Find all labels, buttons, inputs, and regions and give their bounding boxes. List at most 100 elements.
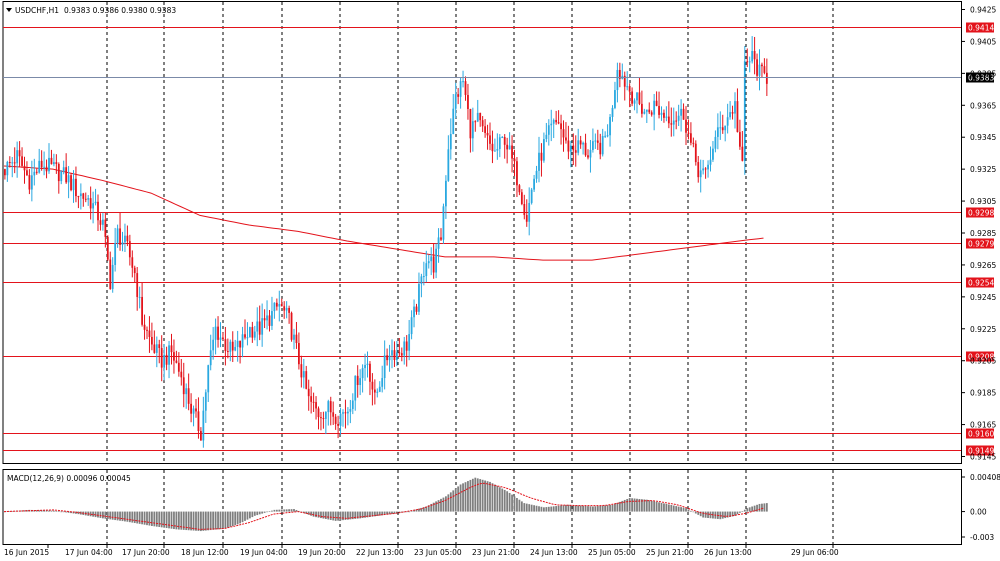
macd-bar	[763, 503, 766, 512]
candle-down	[405, 341, 408, 351]
macd-bar	[40, 510, 43, 512]
macd-bar	[312, 511, 315, 517]
macd-bar	[420, 507, 423, 512]
candle-down	[312, 401, 315, 403]
macd-signal-line	[3, 482, 764, 530]
macd-bar	[569, 504, 572, 512]
macd-bar	[606, 505, 609, 512]
macd-bar	[736, 511, 739, 515]
macd-bar	[43, 510, 45, 512]
price-tick-label: 0.9205	[970, 357, 996, 366]
candle-down	[685, 119, 687, 133]
macd-bar	[743, 509, 746, 512]
candle-up	[680, 108, 682, 116]
candle-down	[481, 120, 484, 127]
candle-up	[430, 256, 433, 262]
macd-bar	[648, 500, 651, 512]
candle-up	[420, 276, 423, 284]
macd-bar	[65, 511, 68, 513]
macd-bar	[707, 511, 709, 518]
macd-bar	[190, 511, 192, 531]
macd-bar	[283, 509, 286, 512]
candle-down	[65, 167, 68, 183]
macd-bar	[366, 511, 369, 518]
macd-bar	[739, 511, 741, 513]
macd-bar	[143, 511, 146, 525]
macd-bar	[690, 510, 692, 512]
macd-bar	[557, 505, 560, 512]
candle-down	[295, 334, 298, 344]
candle-up	[609, 116, 611, 136]
macd-bar	[765, 503, 768, 512]
candle-down	[491, 143, 494, 152]
candle-down	[572, 145, 575, 151]
candle-up	[60, 171, 63, 182]
macd-bar	[327, 511, 330, 520]
macd-bar	[518, 499, 521, 512]
candle-down	[224, 339, 227, 351]
candle-down	[694, 143, 697, 163]
macd-bar	[53, 510, 55, 512]
candle-up	[79, 193, 82, 197]
candle-up	[219, 337, 222, 340]
macd-bar	[408, 511, 411, 513]
candle-up	[378, 386, 381, 392]
macd-bar	[126, 511, 129, 522]
candle-down	[200, 431, 202, 441]
candle-down	[464, 81, 467, 95]
macd-bar	[464, 482, 467, 512]
macd-bar	[724, 511, 727, 519]
time-label: 29 Jun 06:00	[791, 548, 839, 557]
macd-bar	[155, 511, 158, 527]
candle-up	[633, 100, 636, 104]
header: USDCHF,H1 0.9383 0.9386 0.9380 0.9383 MA…	[6, 6, 176, 483]
macd-bar	[440, 498, 442, 512]
candle-up	[530, 189, 533, 203]
macd-bar	[660, 502, 663, 512]
macd-bar	[577, 505, 580, 512]
macd-bar	[349, 511, 352, 520]
time-label: 17 Jun 20:00	[122, 548, 170, 557]
candle-up	[391, 350, 393, 356]
candle-up	[672, 120, 675, 125]
macd-bar	[266, 511, 268, 513]
candle-up	[111, 264, 114, 289]
macd-bar	[582, 505, 584, 512]
candle-down	[55, 162, 58, 164]
macd-bar	[234, 511, 237, 526]
level-tag-label: 0.9160	[968, 430, 994, 439]
candle-up	[62, 167, 65, 172]
macd-tick-label: 0.00	[970, 508, 987, 517]
price-tick-label: 0.9345	[970, 133, 996, 142]
candle-down	[329, 401, 332, 413]
price-tick-label: 0.9245	[970, 293, 996, 302]
macd-bar	[275, 509, 278, 512]
candle-up	[601, 136, 604, 155]
candle-down	[721, 127, 724, 131]
candle-down	[131, 257, 134, 268]
macd-bar	[200, 511, 202, 532]
symbol-dropdown-icon[interactable]	[6, 8, 12, 12]
candle-up	[102, 219, 104, 225]
candle-down	[516, 161, 518, 186]
candle-down	[275, 302, 278, 307]
macd-bar	[494, 484, 496, 512]
candle-up	[388, 355, 391, 361]
candle-up	[471, 121, 474, 139]
candle-down	[697, 162, 700, 178]
candle-down	[557, 122, 560, 124]
macd-bar	[692, 511, 695, 513]
macd-bar	[592, 506, 594, 512]
macd-bar	[11, 511, 14, 512]
candle-up	[535, 170, 538, 179]
candle-up	[677, 115, 680, 121]
macd-bar	[246, 511, 249, 520]
main-panel-frame	[2, 1, 962, 464]
macd-bar	[501, 488, 504, 512]
candle-up	[616, 69, 619, 91]
macd-bar	[278, 509, 281, 512]
macd-label: MACD(12,26,9) 0.00096 0.00045	[7, 474, 131, 483]
macd-bar	[550, 506, 553, 512]
macd-bar	[109, 511, 112, 520]
time-label: 23 Jun 05:00	[414, 548, 462, 557]
